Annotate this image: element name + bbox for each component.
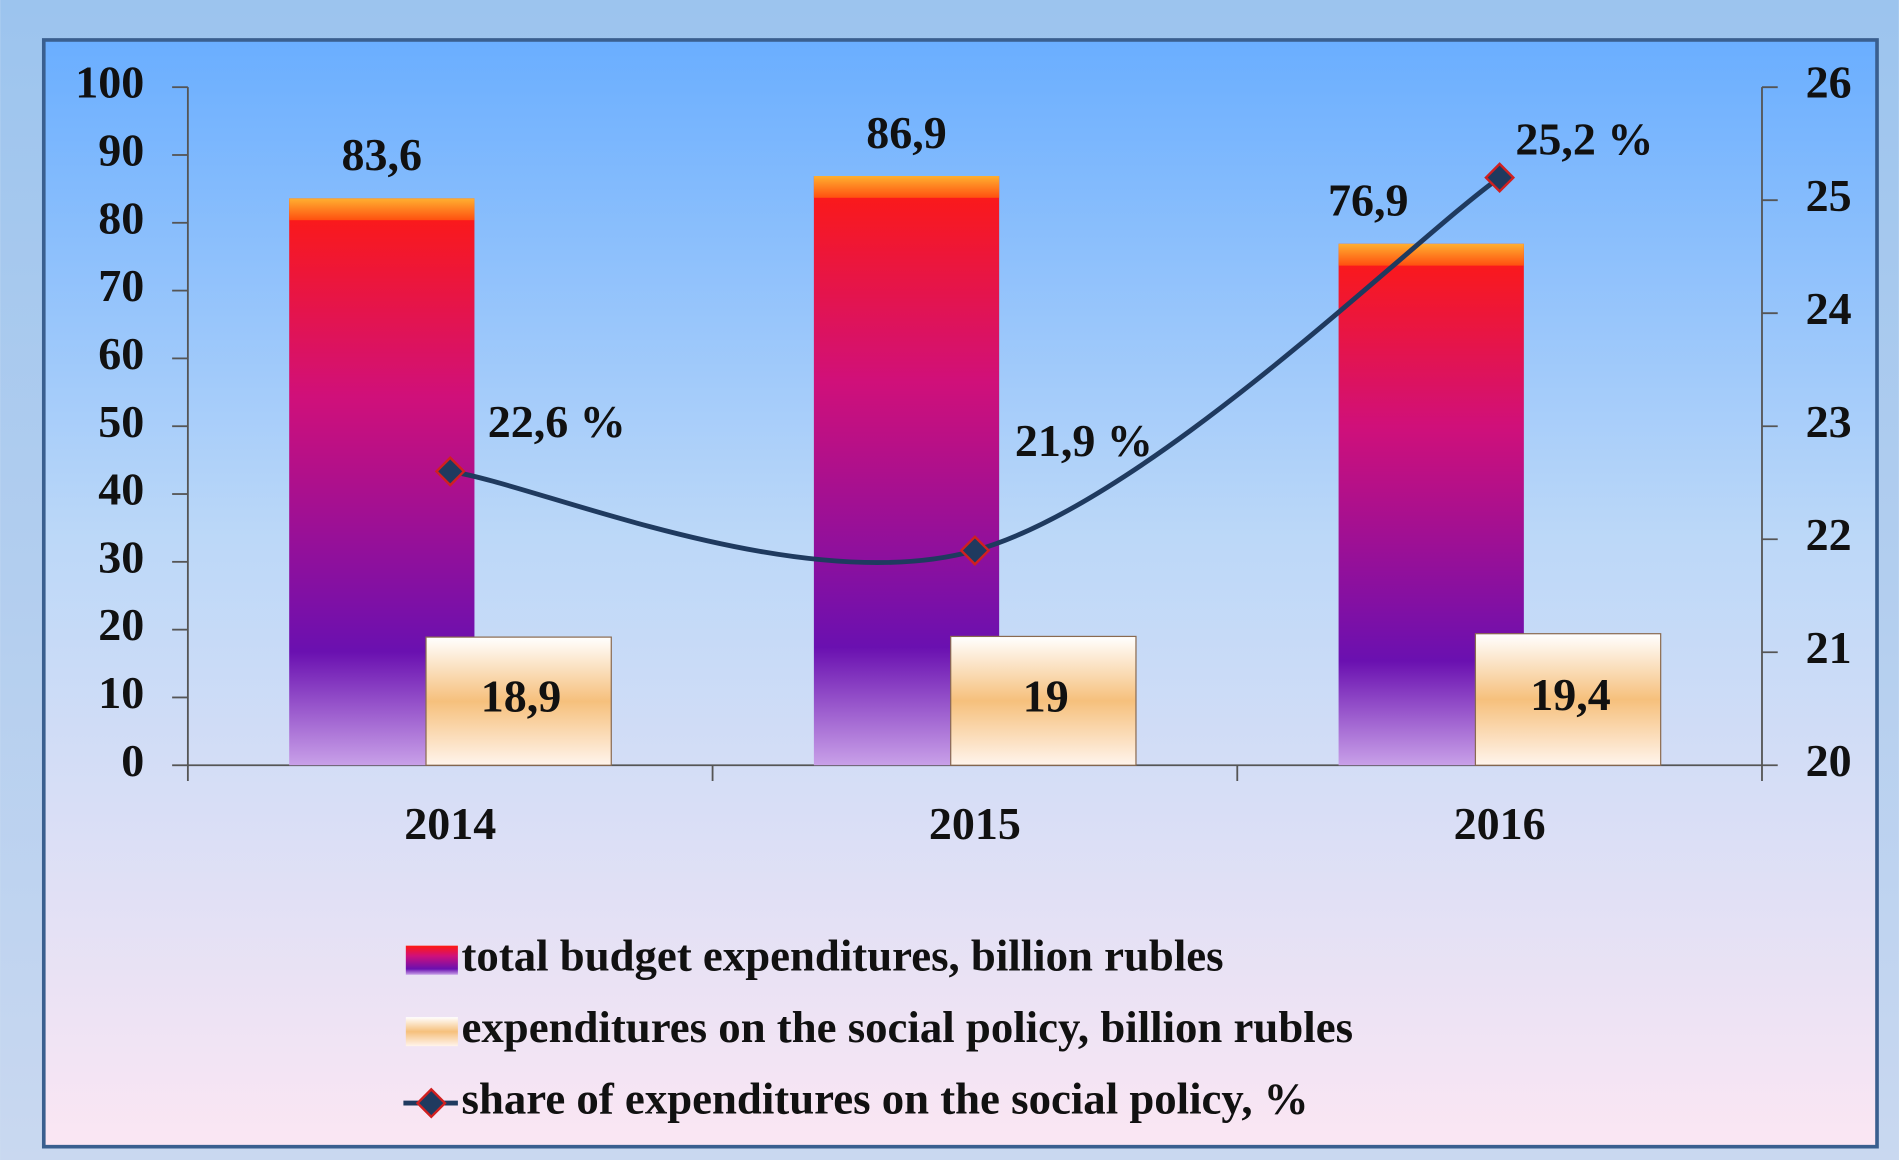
data-label: 25,2 % — [1515, 113, 1653, 164]
y-tick-label: 10 — [98, 667, 144, 718]
y2-tick-label: 20 — [1806, 735, 1852, 786]
y-tick-label: 60 — [98, 328, 144, 379]
data-label: 21,9 % — [1015, 415, 1153, 466]
line-marker — [434, 456, 466, 487]
legend-marker — [415, 1087, 447, 1119]
y-tick-label: 90 — [98, 125, 144, 176]
legend-swatch — [405, 1017, 458, 1047]
bar-cap — [813, 176, 1000, 198]
bar — [1474, 633, 1662, 766]
y-tick-label: 100 — [75, 57, 144, 108]
bar-cap — [289, 198, 475, 221]
y2-tick-label: 26 — [1806, 57, 1852, 108]
data-label: 83,6 — [342, 129, 423, 180]
x-tick-label: 2016 — [1454, 798, 1546, 849]
y-tick-label: 20 — [98, 599, 144, 650]
y2-tick-label: 22 — [1806, 509, 1852, 560]
bar — [425, 636, 612, 766]
x-tick-label: 2015 — [929, 798, 1021, 849]
line-marker — [1484, 162, 1516, 194]
y-tick-label: 80 — [98, 192, 144, 243]
data-label: 76,9 — [1328, 175, 1409, 226]
data-label: 19 — [1023, 670, 1069, 721]
legend-label: share of expenditures on the social poli… — [462, 1073, 1309, 1123]
y2-tick-label: 21 — [1806, 622, 1852, 673]
data-label: 86,9 — [866, 107, 947, 158]
y-tick-label: 70 — [98, 260, 144, 311]
data-label: 19,4 — [1530, 669, 1611, 720]
legend-label: expenditures on the social policy, billi… — [462, 1002, 1354, 1052]
bar — [950, 635, 1137, 766]
legend-swatch — [405, 945, 458, 975]
data-label: 18,9 — [481, 671, 562, 722]
line-marker — [959, 535, 991, 566]
y-tick-label: 30 — [98, 531, 144, 582]
x-tick-label: 2014 — [404, 798, 496, 849]
y-tick-label: 50 — [98, 396, 144, 447]
data-label: 22,6 % — [488, 396, 626, 447]
y2-tick-label: 25 — [1806, 170, 1852, 221]
legend-label: total budget expenditures, billion ruble… — [462, 930, 1224, 980]
y-tick-label: 40 — [98, 464, 144, 515]
bar-cap — [1338, 243, 1524, 266]
y2-tick-label: 23 — [1806, 396, 1852, 447]
y-tick-label: 0 — [121, 735, 144, 786]
y2-tick-label: 24 — [1806, 283, 1852, 334]
